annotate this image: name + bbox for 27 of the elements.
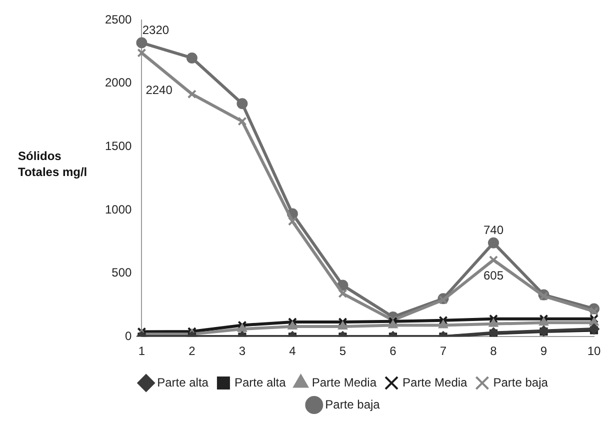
annotation: 740 [483, 223, 504, 238]
x-tick-label: 5 [339, 344, 346, 358]
x-tick-label: 2 [188, 344, 196, 358]
y-tick-label: 0 [125, 328, 132, 343]
y-axis-title: Sólidos Totales mg/l [18, 148, 88, 180]
legend-label: Parte baja [325, 397, 380, 412]
legend-label: Parte Media [402, 375, 468, 390]
x-tick-label: 7 [440, 344, 447, 358]
y-tick-label: 2000 [104, 76, 132, 90]
y-tick-label: 1500 [104, 138, 132, 153]
annotation: 2240 [146, 83, 173, 98]
legend-label: Parte Media [312, 375, 377, 390]
x-tick-label: 3 [238, 344, 246, 358]
y-tick-label: 500 [112, 266, 132, 280]
legend-label: Parte baja [493, 375, 548, 390]
legend-label: Parte alta [157, 375, 209, 390]
x-tick-label: 8 [490, 344, 498, 358]
legend-label: Parte alta [234, 375, 286, 390]
x-tick-label: 6 [390, 344, 397, 358]
x-tick-label: 10 [587, 344, 601, 358]
annotation: 605 [483, 268, 504, 282]
x-tick-label: 9 [540, 344, 548, 358]
x-tick-label: 1 [138, 344, 146, 358]
y-tick-label: 2500 [104, 12, 132, 26]
x-tick-label: 4 [289, 344, 296, 358]
annotation: 2320 [142, 23, 170, 38]
y-tick-label: 1000 [104, 202, 132, 216]
